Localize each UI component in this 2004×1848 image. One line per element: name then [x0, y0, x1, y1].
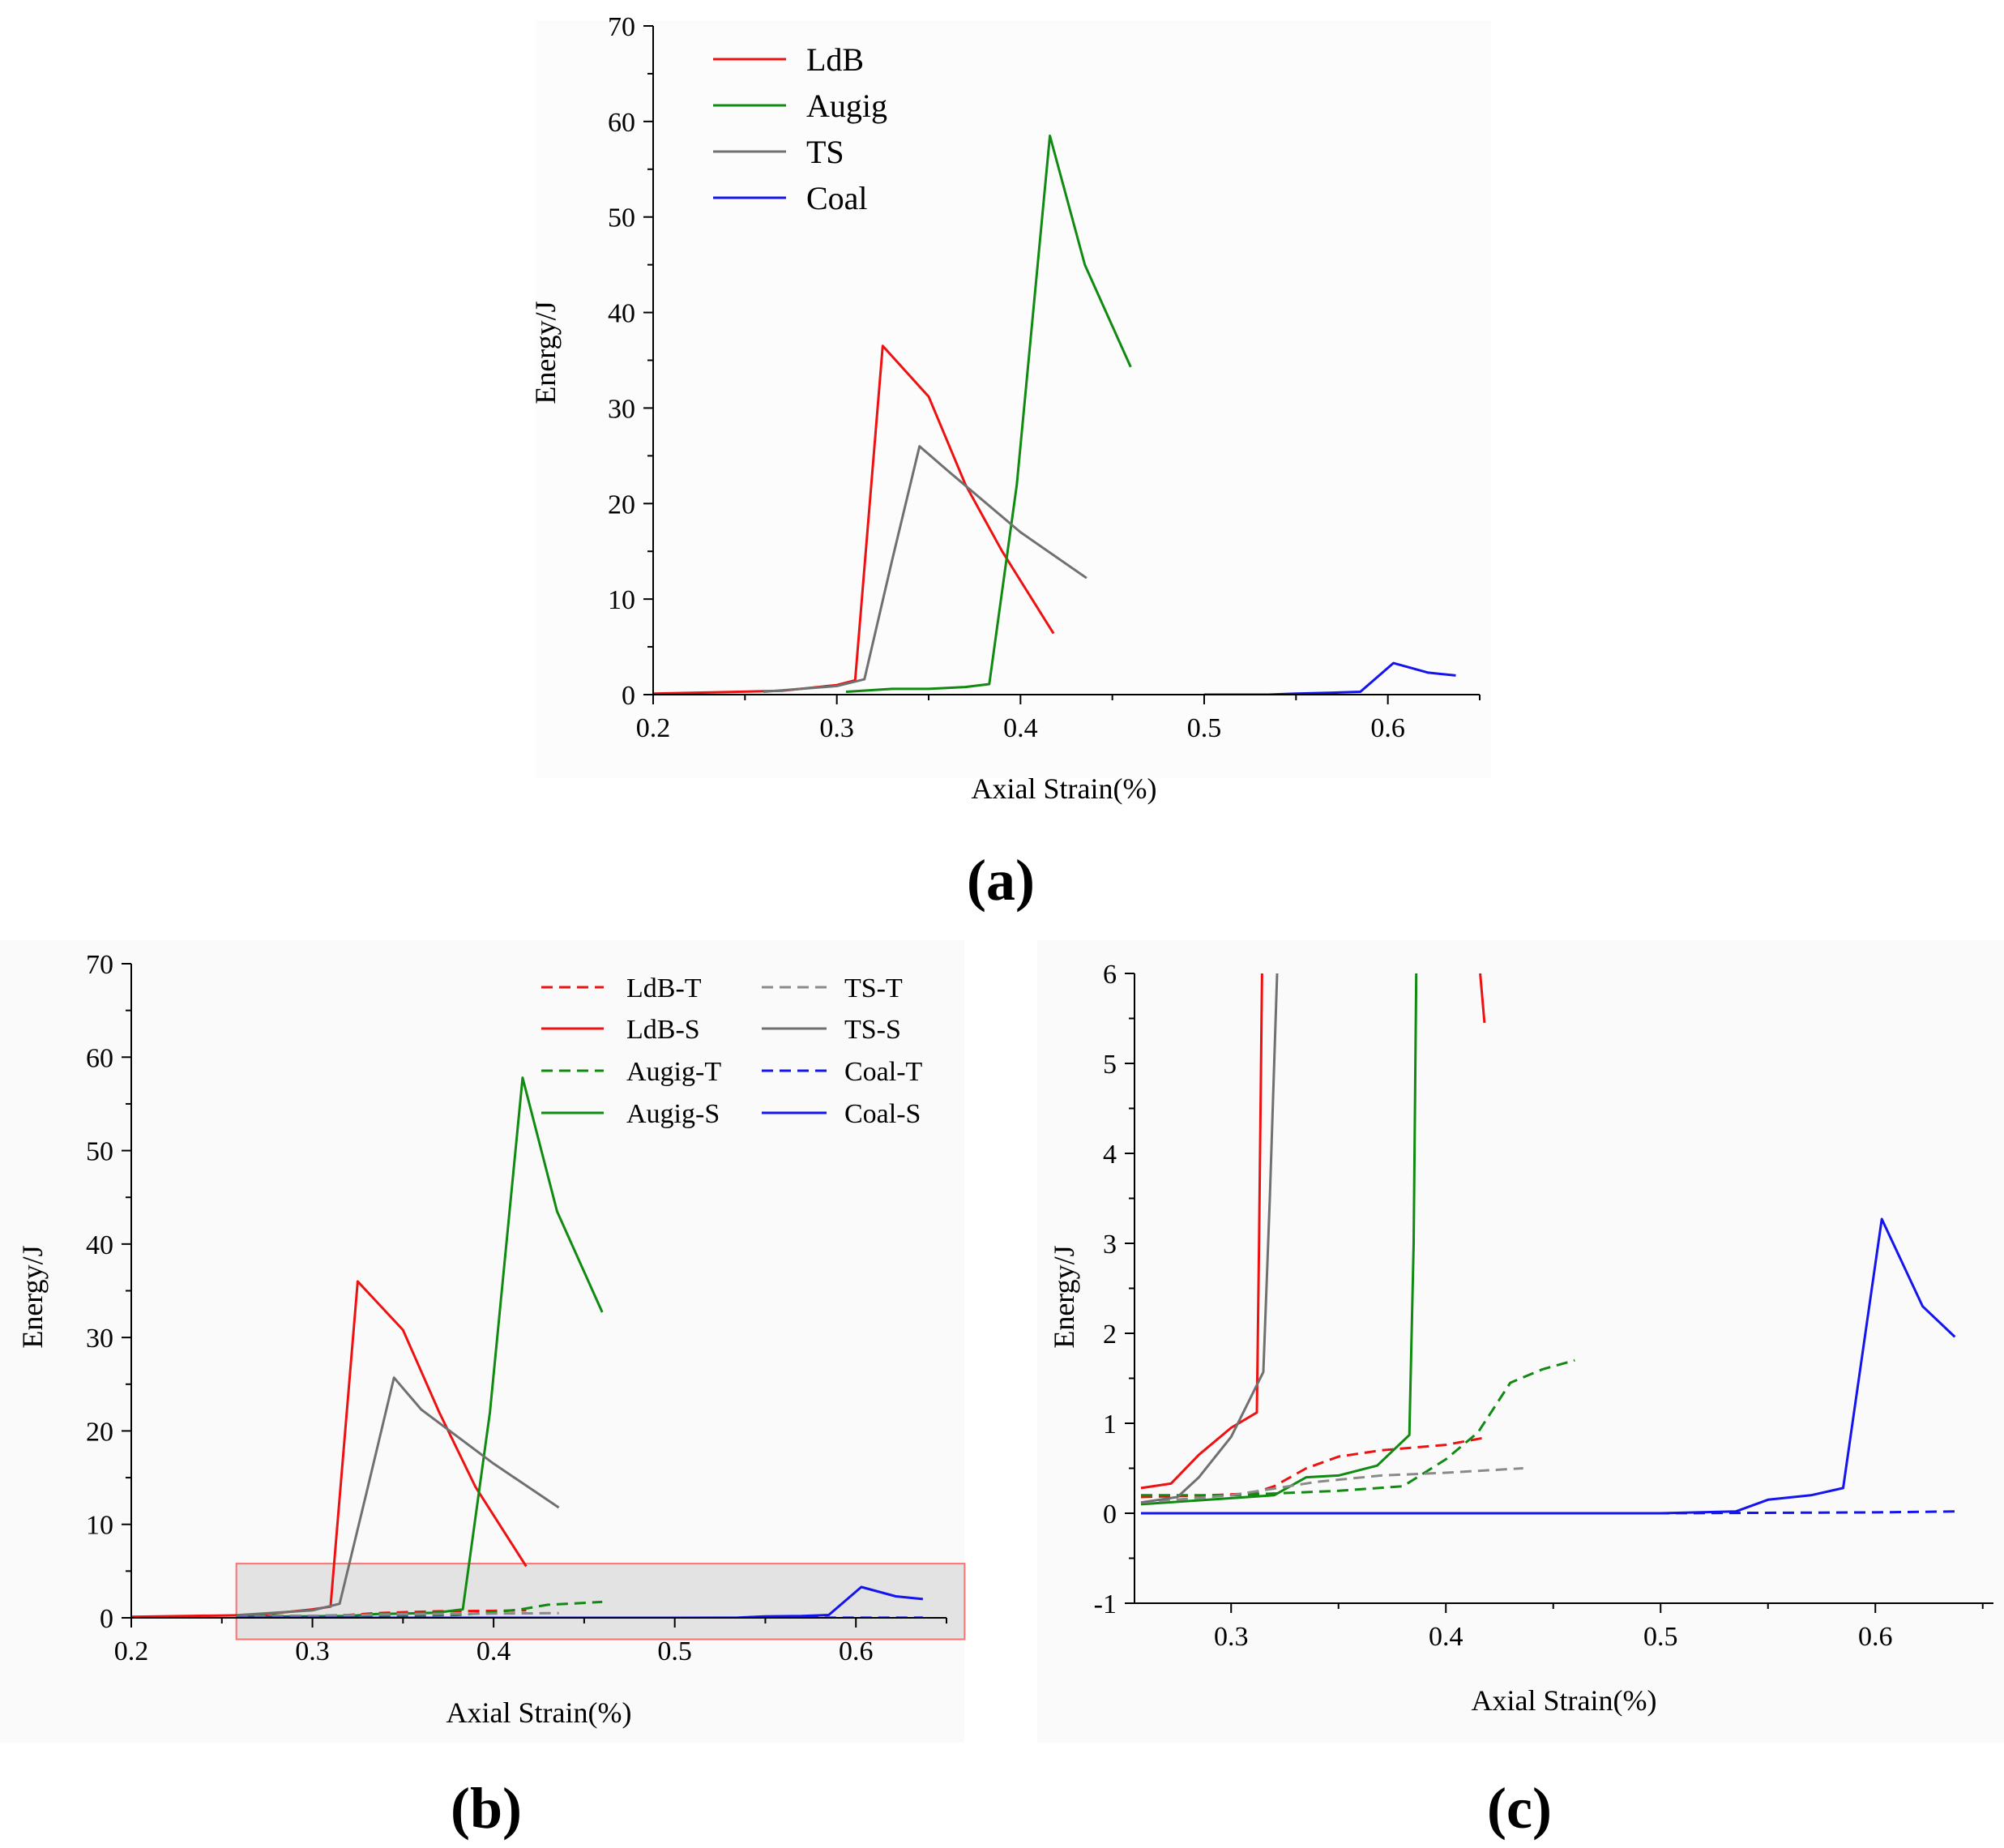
- y-tick-label-a: 40: [608, 299, 635, 329]
- series-line-c-ts-t: [1140, 1467, 1523, 1504]
- series-line-b-ts-t: [236, 1611, 559, 1618]
- panel-b-y-axis-label: Energy/J: [16, 1245, 49, 1348]
- panel-c-background: [1037, 940, 2004, 1743]
- y-tick-label-c: 1: [1103, 1410, 1117, 1439]
- panel-c-x-axis-label: Axial Strain(%): [1472, 1684, 1657, 1717]
- y-tick-label-c: 3: [1103, 1230, 1117, 1260]
- legend-label-augig: Augig: [806, 88, 887, 124]
- series-line-c-ts-s: [1140, 973, 1279, 1504]
- legend-label-augig-s: Augig-S: [626, 1099, 720, 1129]
- series-line-c-ldb-s: [1140, 973, 1263, 1490]
- y-tick-label-b: 70: [86, 950, 113, 980]
- y-tick-label-a: 70: [608, 12, 635, 42]
- x-tick-label-a: 0.5: [1187, 713, 1222, 743]
- legend-label-ts: TS: [806, 134, 844, 170]
- y-tick-label-c: -1: [1094, 1589, 1117, 1619]
- panel-b-axes: 0.2 0.3 0.4 0.5 0.6 0 10 20 30 40 50 60 70: [86, 950, 947, 1666]
- x-tick-label-a: 0.6: [1370, 713, 1405, 743]
- panel-a-y-axis-label: Energy/J: [529, 301, 562, 404]
- x-tick-label-c: 0.5: [1643, 1622, 1678, 1652]
- x-tick-label-b: 0.5: [657, 1636, 692, 1666]
- panel-a-axes: 0.2 0.3 0.4 0.5 0.6 0 10 20 30 40 50 60 70: [608, 12, 1481, 743]
- series-line-c-augig-s: [1140, 973, 1418, 1506]
- legend-label-ldb-t: LdB-T: [626, 973, 702, 1003]
- y-tick-label-a: 60: [608, 108, 635, 138]
- x-tick-label-b: 0.4: [476, 1636, 511, 1666]
- y-tick-label-a: 10: [608, 585, 635, 615]
- panel-c-y-axis-label: Energy/J: [1048, 1245, 1080, 1348]
- series-line-c-ldb-s-descending: [1479, 973, 1486, 1024]
- x-tick-label-a: 0.4: [1003, 713, 1038, 743]
- panel-c: 0.3 0.4 0.5 0.6 -1 0 1 2 3 4 5 6 Axial Strain(%) En…: [1037, 940, 2004, 1841]
- series-line-b-ts-s: [240, 1376, 560, 1616]
- y-tick-label-a: 0: [622, 681, 635, 711]
- legend-label-ts-t: TS-T: [844, 973, 903, 1003]
- y-tick-label-c: 5: [1103, 1050, 1117, 1080]
- legend-label-augig-t: Augig-T: [626, 1057, 721, 1087]
- series-line-a-ts: [763, 445, 1087, 693]
- x-tick-label-b: 0.6: [839, 1636, 874, 1666]
- panel-b-x-axis-label: Axial Strain(%): [447, 1696, 632, 1729]
- panel-a-caption: (a): [967, 848, 1035, 913]
- x-tick-label-b: 0.2: [114, 1636, 149, 1666]
- series-line-c-ldb-t: [1140, 1436, 1485, 1499]
- x-tick-label-a: 0.3: [819, 713, 854, 743]
- legend-label-ldb: LdB: [806, 41, 864, 78]
- panel-b-legend: LdB-T LdB-S Augig-T Augig-S TS-T TS-S Co…: [541, 973, 923, 1129]
- y-tick-label-a: 30: [608, 394, 635, 424]
- series-line-c-augig-t: [1141, 1358, 1575, 1497]
- legend-label-ts-s: TS-S: [844, 1015, 901, 1045]
- x-tick-label-c: 0.3: [1214, 1622, 1249, 1652]
- y-tick-label-c: 6: [1103, 960, 1117, 990]
- panel-b-caption: (b): [451, 1776, 522, 1841]
- legend-label-coal: Coal: [806, 180, 868, 216]
- legend-label-ldb-s: LdB-S: [626, 1015, 700, 1045]
- panel-c-series-group: [1140, 973, 1956, 1515]
- y-tick-label-b: 30: [86, 1324, 113, 1354]
- series-line-c-coal-s: [1141, 1217, 1956, 1515]
- y-tick-label-b: 60: [86, 1043, 113, 1073]
- y-tick-label-b: 0: [100, 1604, 113, 1634]
- legend-label-coal-s: Coal-S: [844, 1099, 921, 1129]
- x-tick-label-c: 0.4: [1429, 1622, 1463, 1652]
- y-tick-label-a: 20: [608, 490, 635, 520]
- x-tick-label-a: 0.2: [636, 713, 671, 743]
- panel-a-x-axis-label: Axial Strain(%): [972, 772, 1157, 805]
- y-tick-label-c: 4: [1103, 1140, 1117, 1170]
- panel-a-background: [535, 20, 1491, 778]
- panel-c-axes: 0.3 0.4 0.5 0.6 -1 0 1 2 3 4 5 6: [1094, 960, 1993, 1652]
- y-tick-label-a: 50: [608, 203, 635, 233]
- y-tick-label-b: 50: [86, 1137, 113, 1167]
- y-tick-label-b: 20: [86, 1417, 113, 1447]
- panel-a: 0.2 0.3 0.4 0.5 0.6 0 10 20 30 40 50 60 70 LdB Augig…: [529, 12, 1491, 913]
- series-line-a-augig: [845, 135, 1132, 693]
- legend-label-coal-t: Coal-T: [844, 1057, 923, 1087]
- y-tick-label-b: 40: [86, 1230, 113, 1260]
- x-tick-label-c: 0.6: [1858, 1622, 1893, 1652]
- panel-b: 0.2 0.3 0.4 0.5 0.6 0 10 20 30 40 50 60 70 LdB-T LdB…: [0, 940, 966, 1841]
- panel-c-caption: (c): [1487, 1776, 1552, 1841]
- panel-a-legend: LdB Augig TS Coal: [713, 41, 887, 216]
- y-tick-label-c: 2: [1103, 1320, 1117, 1350]
- y-tick-label-c: 0: [1103, 1499, 1117, 1529]
- y-tick-label-b: 10: [86, 1511, 113, 1541]
- x-tick-label-b: 0.3: [295, 1636, 330, 1666]
